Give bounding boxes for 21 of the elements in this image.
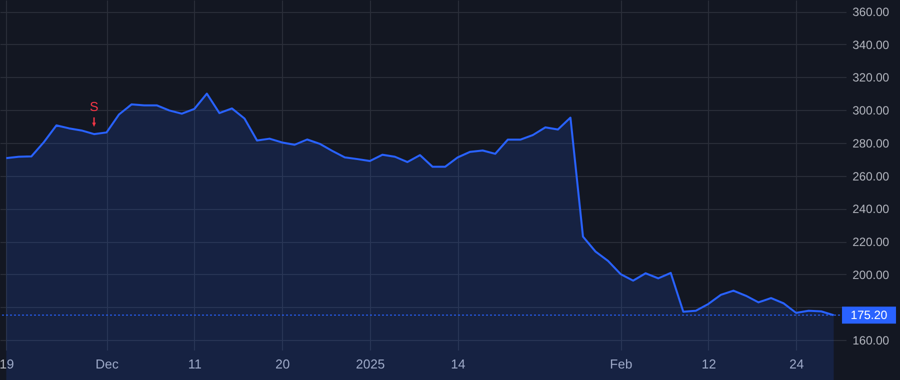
x-tick-label: Feb [610, 356, 632, 372]
x-tick-label: 24 [789, 356, 804, 372]
y-tick-label: 200.00 [852, 268, 890, 282]
x-tick-label: 19 [0, 356, 14, 372]
x-tick-label: 12 [702, 356, 716, 372]
x-tick-label: Dec [96, 356, 120, 372]
x-tick-label: 2025 [356, 356, 385, 372]
y-tick-label: 280.00 [852, 136, 890, 150]
x-tick-label: 20 [275, 356, 290, 372]
y-tick-label: 340.00 [852, 38, 890, 52]
y-tick-label: 220.00 [852, 235, 890, 250]
y-tick-label: 360.00 [852, 5, 890, 19]
y-tick-label: 260.00 [852, 169, 890, 184]
x-tick-label: 14 [450, 356, 466, 372]
annotation: S [90, 99, 99, 114]
y-tick-label: 300.00 [852, 104, 890, 118]
x-tick-label: 11 [188, 356, 202, 372]
ref-line-label: 175.20 [850, 308, 888, 322]
y-tick-label: 160.00 [852, 334, 890, 348]
y-tick-label: 320.00 [852, 70, 890, 85]
y-tick-label: 240.00 [852, 202, 890, 216]
